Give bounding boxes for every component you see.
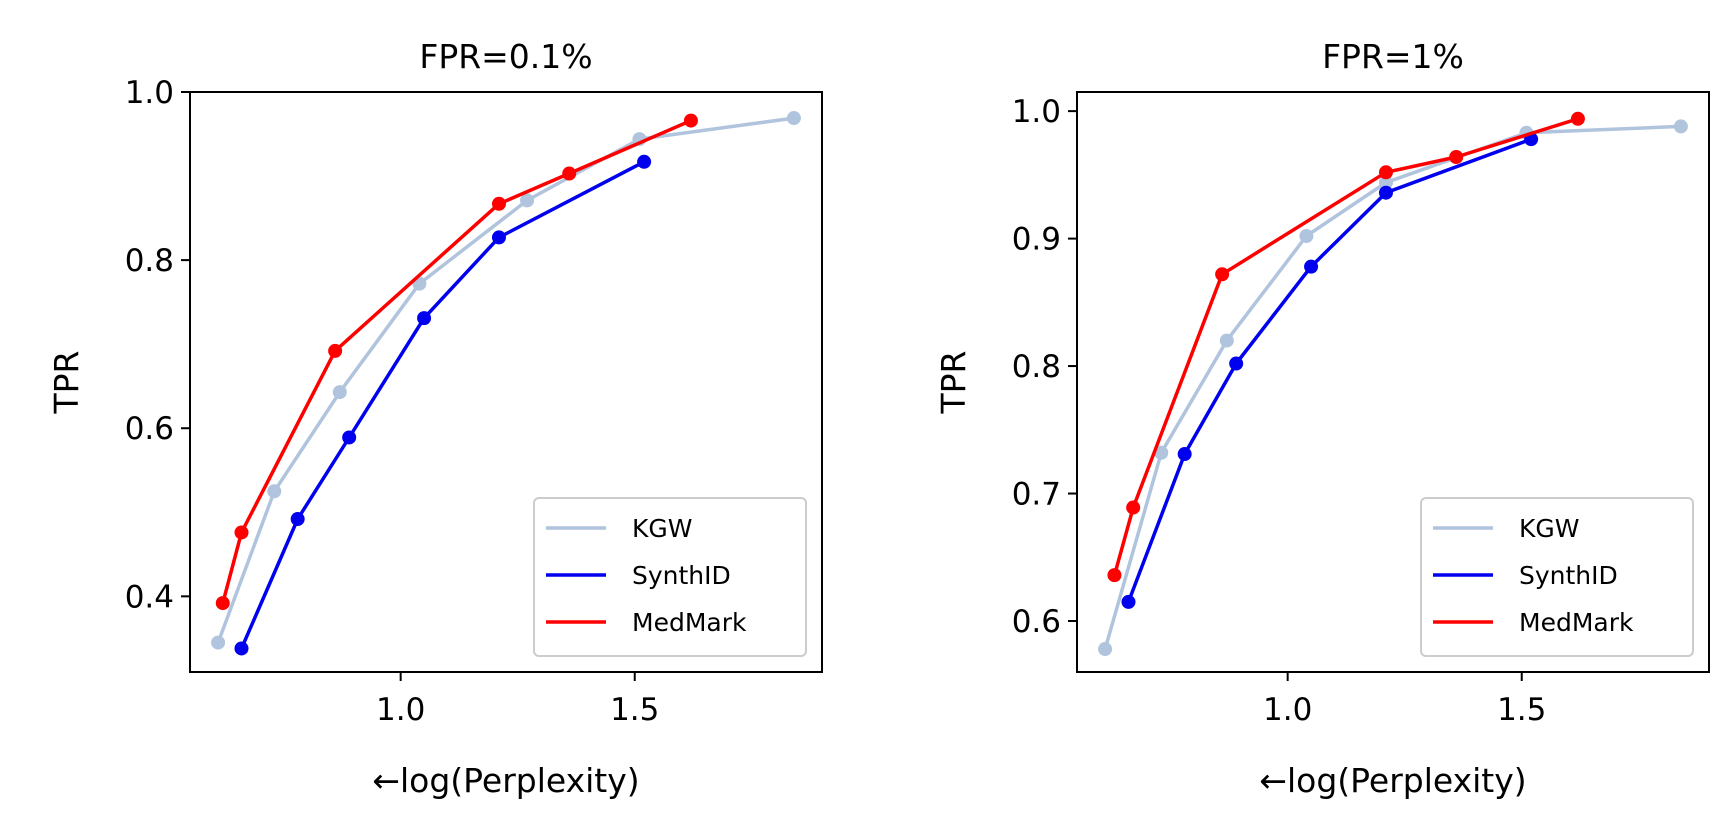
data-point-synthid — [234, 641, 249, 656]
data-point-kgw — [520, 193, 535, 208]
data-point-synthid — [637, 154, 652, 169]
data-point-kgw — [1378, 175, 1393, 190]
data-point-kgw — [267, 484, 282, 499]
data-point-medmark — [234, 525, 249, 540]
y-tick-label: 0.4 — [125, 579, 174, 615]
y-tick-label: 0.9 — [1012, 222, 1061, 258]
y-tick-label: 1.0 — [125, 75, 174, 111]
data-point-synthid — [491, 230, 506, 245]
data-point-synthid — [1304, 259, 1319, 274]
data-point-kgw — [786, 111, 801, 126]
data-point-medmark — [1215, 267, 1230, 282]
series-line-medmark — [1112, 117, 1579, 576]
y-tick-label: 0.6 — [1012, 604, 1061, 640]
series-line-synthid — [1126, 137, 1532, 603]
legend-label-medmark: MedMark — [632, 608, 747, 637]
chart-panel-1: FPR=0.1% 1.0 1.5 0.4 0.6 0.8 1.0 ←log(Perplexit… — [47, 37, 823, 800]
data-point-kgw — [1219, 333, 1234, 348]
legend-label-kgw: KGW — [1519, 514, 1580, 543]
chart-title: FPR=1% — [1322, 37, 1464, 76]
data-point-medmark — [215, 596, 230, 611]
plot-frame — [189, 91, 823, 673]
y-tick-label: 0.7 — [1012, 477, 1061, 513]
data-point-medmark — [1449, 150, 1464, 165]
data-point-medmark — [683, 113, 698, 128]
x-axis-label: ←log(Perplexity) — [1259, 761, 1526, 800]
data-point-kgw — [1154, 445, 1169, 460]
data-point-kgw — [1098, 642, 1113, 657]
y-tick-label: 0.8 — [1012, 349, 1061, 385]
data-point-kgw — [211, 635, 226, 650]
data-point-synthid — [342, 430, 357, 445]
data-point-medmark — [1107, 568, 1122, 583]
y-axis-label: TPR — [47, 351, 86, 415]
plot-frame — [1076, 91, 1710, 673]
data-point-kgw — [332, 385, 347, 400]
data-point-synthid — [1378, 185, 1393, 200]
legend: KGW SynthID MedMark — [533, 497, 807, 657]
series-line-synthid — [239, 160, 645, 650]
legend-label-medmark: MedMark — [1519, 608, 1634, 637]
legend-box — [533, 497, 807, 657]
y-axis-label: TPR — [934, 351, 973, 415]
data-point-medmark — [1126, 500, 1141, 515]
legend-label-kgw: KGW — [632, 514, 693, 543]
x-tick-label: 1.5 — [1497, 692, 1546, 728]
data-point-medmark — [491, 196, 506, 211]
data-point-medmark — [1378, 165, 1393, 180]
data-point-kgw — [1299, 229, 1314, 244]
legend-label-synthid: SynthID — [1519, 561, 1618, 590]
data-point-synthid — [290, 512, 305, 527]
x-tick-label: 1.0 — [1263, 692, 1312, 728]
data-point-medmark — [1570, 111, 1585, 126]
series-line-medmark — [221, 118, 692, 604]
data-point-synthid — [417, 311, 432, 326]
data-point-synthid — [1229, 356, 1244, 371]
chart-title: FPR=0.1% — [419, 37, 592, 76]
data-point-medmark — [328, 343, 343, 358]
data-point-medmark — [562, 166, 577, 181]
x-tick-label: 1.5 — [610, 692, 659, 728]
y-tick-label: 1.0 — [1012, 94, 1061, 130]
data-point-synthid — [1177, 447, 1192, 462]
y-tick-label: 0.6 — [125, 411, 174, 447]
data-point-synthid — [1121, 594, 1136, 609]
legend: KGW SynthID MedMark — [1420, 497, 1694, 657]
legend-label-synthid: SynthID — [632, 561, 731, 590]
legend-box — [1420, 497, 1694, 657]
x-tick-label: 1.0 — [376, 692, 425, 728]
chart-panel-2: FPR=1% 1.0 1.5 0.6 0.7 0.8 0.9 1.0 ←log(Perplexi… — [934, 37, 1710, 800]
x-axis-label: ←log(Perplexity) — [372, 761, 639, 800]
y-tick-label: 0.8 — [125, 243, 174, 279]
data-point-kgw — [1673, 119, 1688, 134]
